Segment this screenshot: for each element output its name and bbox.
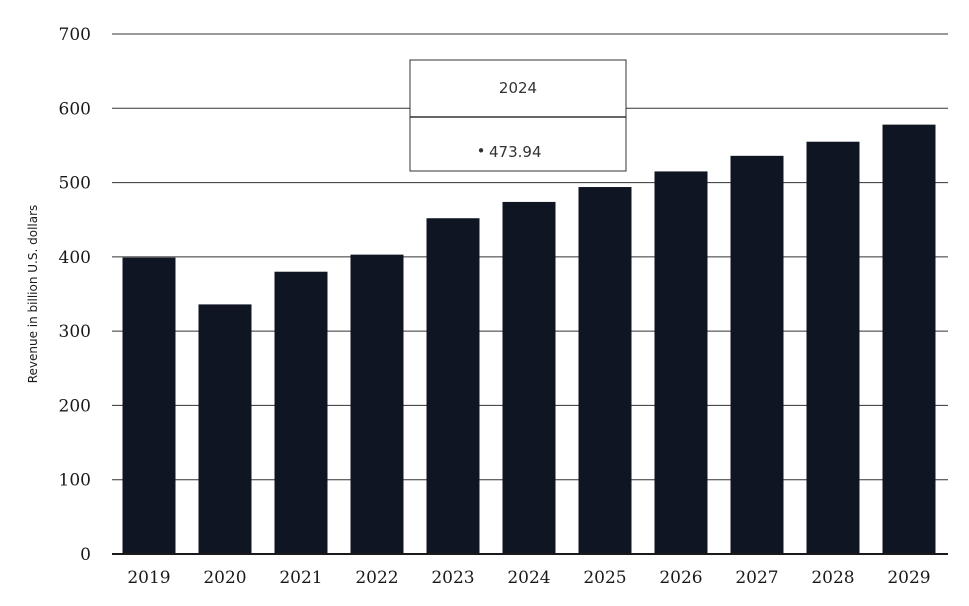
- y-axis-ticks: 0 100 200 300 400 500 600 700: [59, 25, 91, 565]
- tooltip: 2024 • 473.94: [409, 59, 627, 172]
- bars: [122, 124, 936, 555]
- tooltip-box: [409, 59, 627, 172]
- tooltip-category: 2024: [499, 79, 537, 97]
- bar-2026[interactable]: [654, 171, 708, 554]
- bar-2022[interactable]: [350, 254, 404, 554]
- y-tick-label: 100: [59, 471, 91, 491]
- y-axis-label: Revenue in billion U.S. dollars: [26, 205, 40, 384]
- bar-2024[interactable]: [502, 201, 556, 554]
- y-tick-label: 400: [59, 248, 91, 268]
- tooltip-value: 473.94: [489, 143, 542, 161]
- y-tick-label: 700: [59, 25, 91, 45]
- bar-2021[interactable]: [274, 271, 328, 554]
- x-tick-label: 2028: [811, 568, 854, 588]
- x-tick-label: 2026: [659, 568, 702, 588]
- x-tick-label: 2019: [127, 568, 170, 588]
- x-tick-label: 2025: [583, 568, 626, 588]
- x-tick-label: 2021: [279, 568, 322, 588]
- bar-2023[interactable]: [426, 218, 480, 554]
- y-tick-label: 0: [80, 545, 91, 565]
- bar-2028[interactable]: [806, 141, 860, 554]
- bar-2019[interactable]: [122, 257, 176, 554]
- x-axis-ticks: 2019 2020 2021 2022 2023 2024 2025 2026 2027 2028…: [127, 568, 930, 588]
- bar-2020[interactable]: [198, 304, 252, 554]
- bar-2025[interactable]: [578, 187, 632, 554]
- y-tick-label: 600: [59, 99, 91, 119]
- x-tick-label: 2027: [735, 568, 778, 588]
- y-tick-label: 500: [59, 174, 91, 194]
- y-tick-label: 200: [59, 396, 91, 416]
- x-tick-label: 2024: [507, 568, 550, 588]
- x-tick-label: 2023: [431, 568, 474, 588]
- x-tick-label: 2022: [355, 568, 398, 588]
- x-tick-label: 2029: [887, 568, 930, 588]
- y-tick-label: 300: [59, 322, 91, 342]
- bar-2027[interactable]: [730, 155, 784, 555]
- tooltip-bullet: •: [477, 142, 486, 160]
- bar-2029[interactable]: [882, 124, 936, 554]
- x-tick-label: 2020: [203, 568, 246, 588]
